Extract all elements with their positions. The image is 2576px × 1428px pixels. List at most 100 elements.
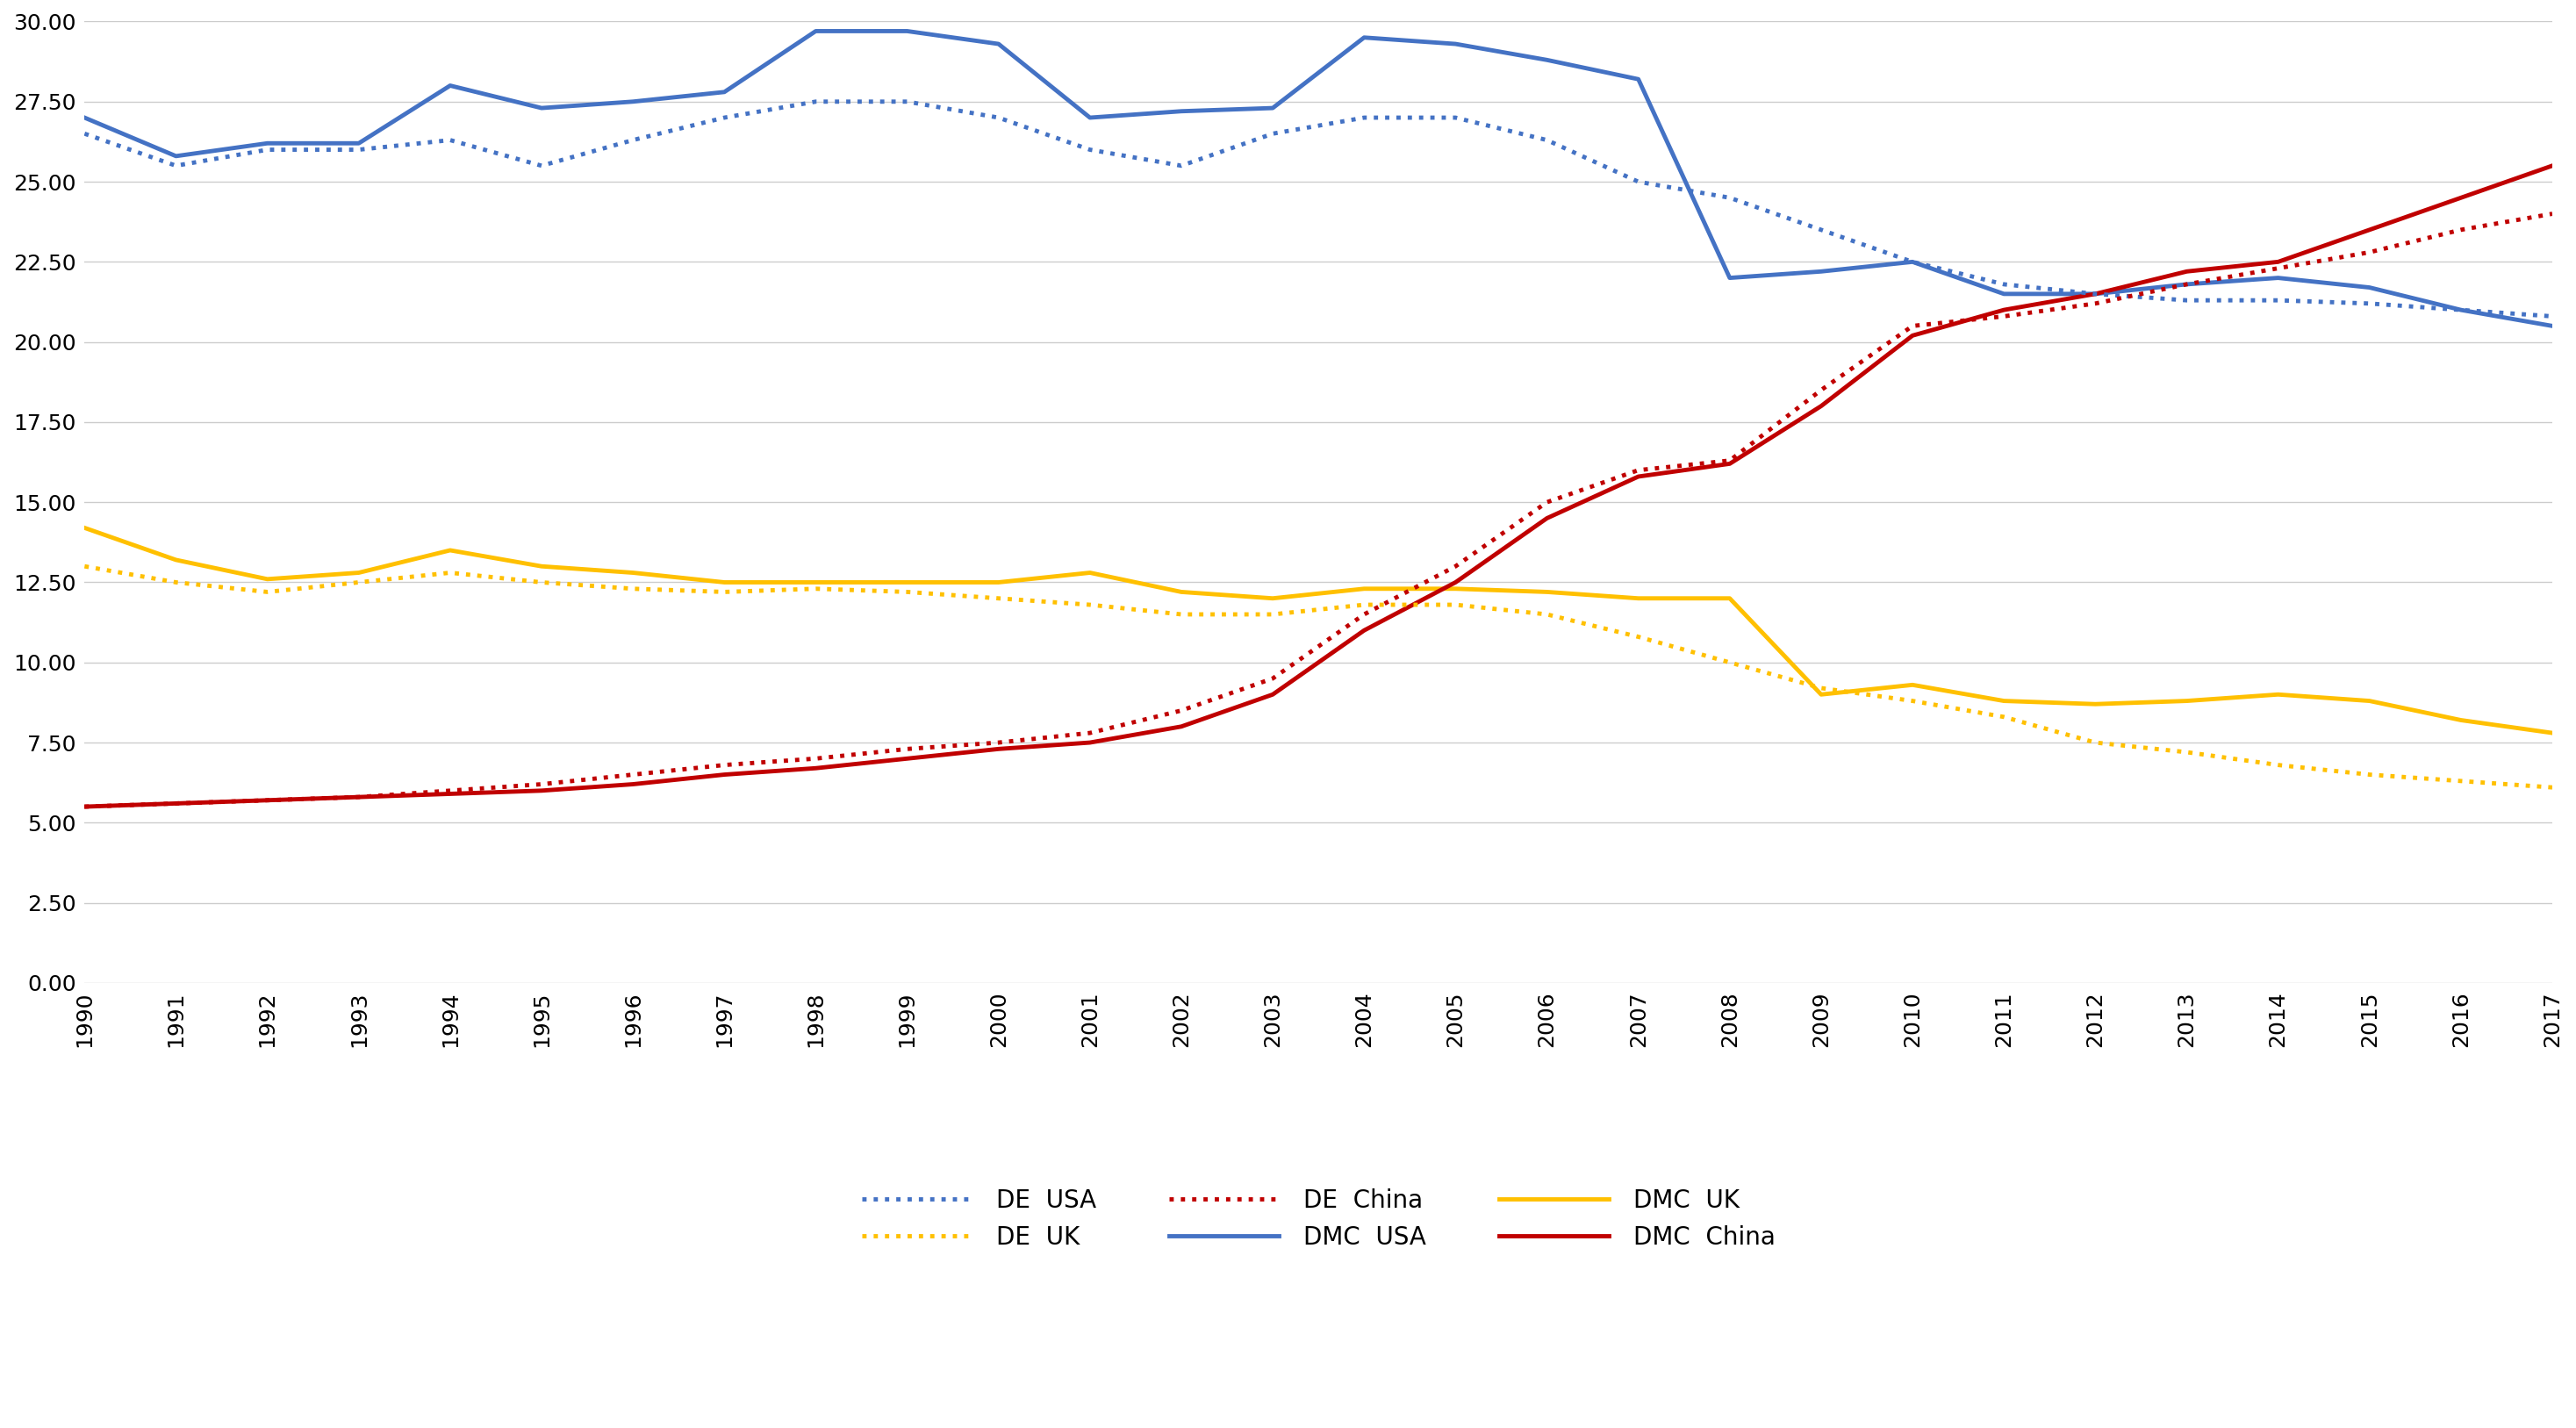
DE  China [1074, 724, 1105, 741]
DMC  USA [801, 23, 832, 40]
DMC  UK [1440, 580, 1471, 597]
DMC  China [1350, 621, 1381, 638]
DE  USA [2079, 286, 2110, 303]
DMC  UK [891, 574, 922, 591]
DE  UK [343, 574, 374, 591]
DMC  UK [1074, 564, 1105, 581]
DMC  USA [160, 147, 191, 164]
DMC  USA [2354, 278, 2385, 296]
DE  USA [708, 109, 739, 126]
DMC  China [1440, 574, 1471, 591]
DE  USA [1350, 109, 1381, 126]
DMC  UK [2262, 685, 2293, 703]
DE  USA [252, 141, 283, 159]
DE  USA [1896, 253, 1927, 270]
DMC  China [801, 760, 832, 777]
DE  UK [984, 590, 1015, 607]
DMC  China [1257, 685, 1288, 703]
DE  UK [1350, 597, 1381, 614]
DMC  China [343, 788, 374, 805]
DE  UK [618, 580, 649, 597]
DE  UK [708, 584, 739, 601]
DMC  UK [70, 520, 100, 537]
DMC  UK [801, 574, 832, 591]
DE  USA [70, 126, 100, 143]
DMC  China [526, 783, 556, 800]
DMC  USA [1257, 100, 1288, 117]
DE  UK [435, 564, 466, 581]
DE  China [2172, 276, 2202, 293]
DMC  USA [526, 100, 556, 117]
DE  China [252, 791, 283, 808]
Line: DMC  China: DMC China [85, 166, 2553, 807]
DE  USA [1806, 221, 1837, 238]
DE  USA [1257, 126, 1288, 143]
DMC  USA [1440, 36, 1471, 53]
DMC  China [891, 750, 922, 767]
DE  USA [2537, 308, 2568, 326]
DE  China [984, 734, 1015, 751]
DE  UK [1167, 605, 1198, 623]
DE  China [1896, 317, 1927, 334]
DE  China [891, 740, 922, 757]
DMC  UK [708, 574, 739, 591]
DMC  UK [618, 564, 649, 581]
DE  UK [2445, 773, 2476, 790]
DE  USA [891, 93, 922, 110]
DMC  UK [1350, 580, 1381, 597]
DE  USA [1713, 188, 1744, 206]
DMC  China [252, 791, 283, 808]
DE  China [160, 795, 191, 813]
DMC  USA [252, 134, 283, 151]
DMC  UK [2172, 693, 2202, 710]
DE  UK [1533, 605, 1564, 623]
DMC  USA [618, 93, 649, 110]
DMC  China [2079, 286, 2110, 303]
DMC  UK [2445, 711, 2476, 728]
DE  China [1167, 703, 1198, 720]
DMC  China [2537, 157, 2568, 174]
DMC  USA [1989, 286, 2020, 303]
DE  China [526, 775, 556, 793]
DE  USA [2172, 291, 2202, 308]
DE  China [1623, 461, 1654, 478]
DE  China [1989, 308, 2020, 326]
DE  UK [526, 574, 556, 591]
DMC  UK [1713, 590, 1744, 607]
DE  China [2354, 244, 2385, 261]
DMC  China [1074, 734, 1105, 751]
DE  China [1533, 494, 1564, 511]
DE  UK [801, 580, 832, 597]
DMC  USA [1896, 253, 1927, 270]
DE  UK [2354, 765, 2385, 783]
DE  China [618, 765, 649, 783]
DMC  China [984, 740, 1015, 757]
DMC  USA [2172, 276, 2202, 293]
DE  USA [526, 157, 556, 174]
DE  UK [1623, 628, 1654, 645]
DE  UK [2262, 757, 2293, 774]
DMC  China [2354, 221, 2385, 238]
DE  UK [1806, 680, 1837, 697]
DE  China [2262, 260, 2293, 277]
DE  China [1350, 605, 1381, 623]
DE  UK [252, 584, 283, 601]
Legend: DE  USA, DE  UK, DE  China, DMC  USA, DMC  UK, DMC  China: DE USA, DE UK, DE China, DMC USA, DMC UK… [853, 1178, 1785, 1259]
DE  USA [1440, 109, 1471, 126]
DMC  China [618, 775, 649, 793]
DE  USA [343, 141, 374, 159]
DMC  UK [2079, 695, 2110, 713]
Line: DE  USA: DE USA [85, 101, 2553, 317]
DE  USA [801, 93, 832, 110]
Line: DE  UK: DE UK [85, 567, 2553, 787]
DMC  USA [70, 109, 100, 126]
DE  China [1440, 558, 1471, 575]
DE  USA [435, 131, 466, 149]
DE  UK [2537, 778, 2568, 795]
DMC  UK [1623, 590, 1654, 607]
DE  UK [1440, 597, 1471, 614]
DE  China [2079, 296, 2110, 313]
DMC  China [1806, 397, 1837, 414]
DMC  China [1623, 468, 1654, 486]
DMC  UK [1806, 685, 1837, 703]
